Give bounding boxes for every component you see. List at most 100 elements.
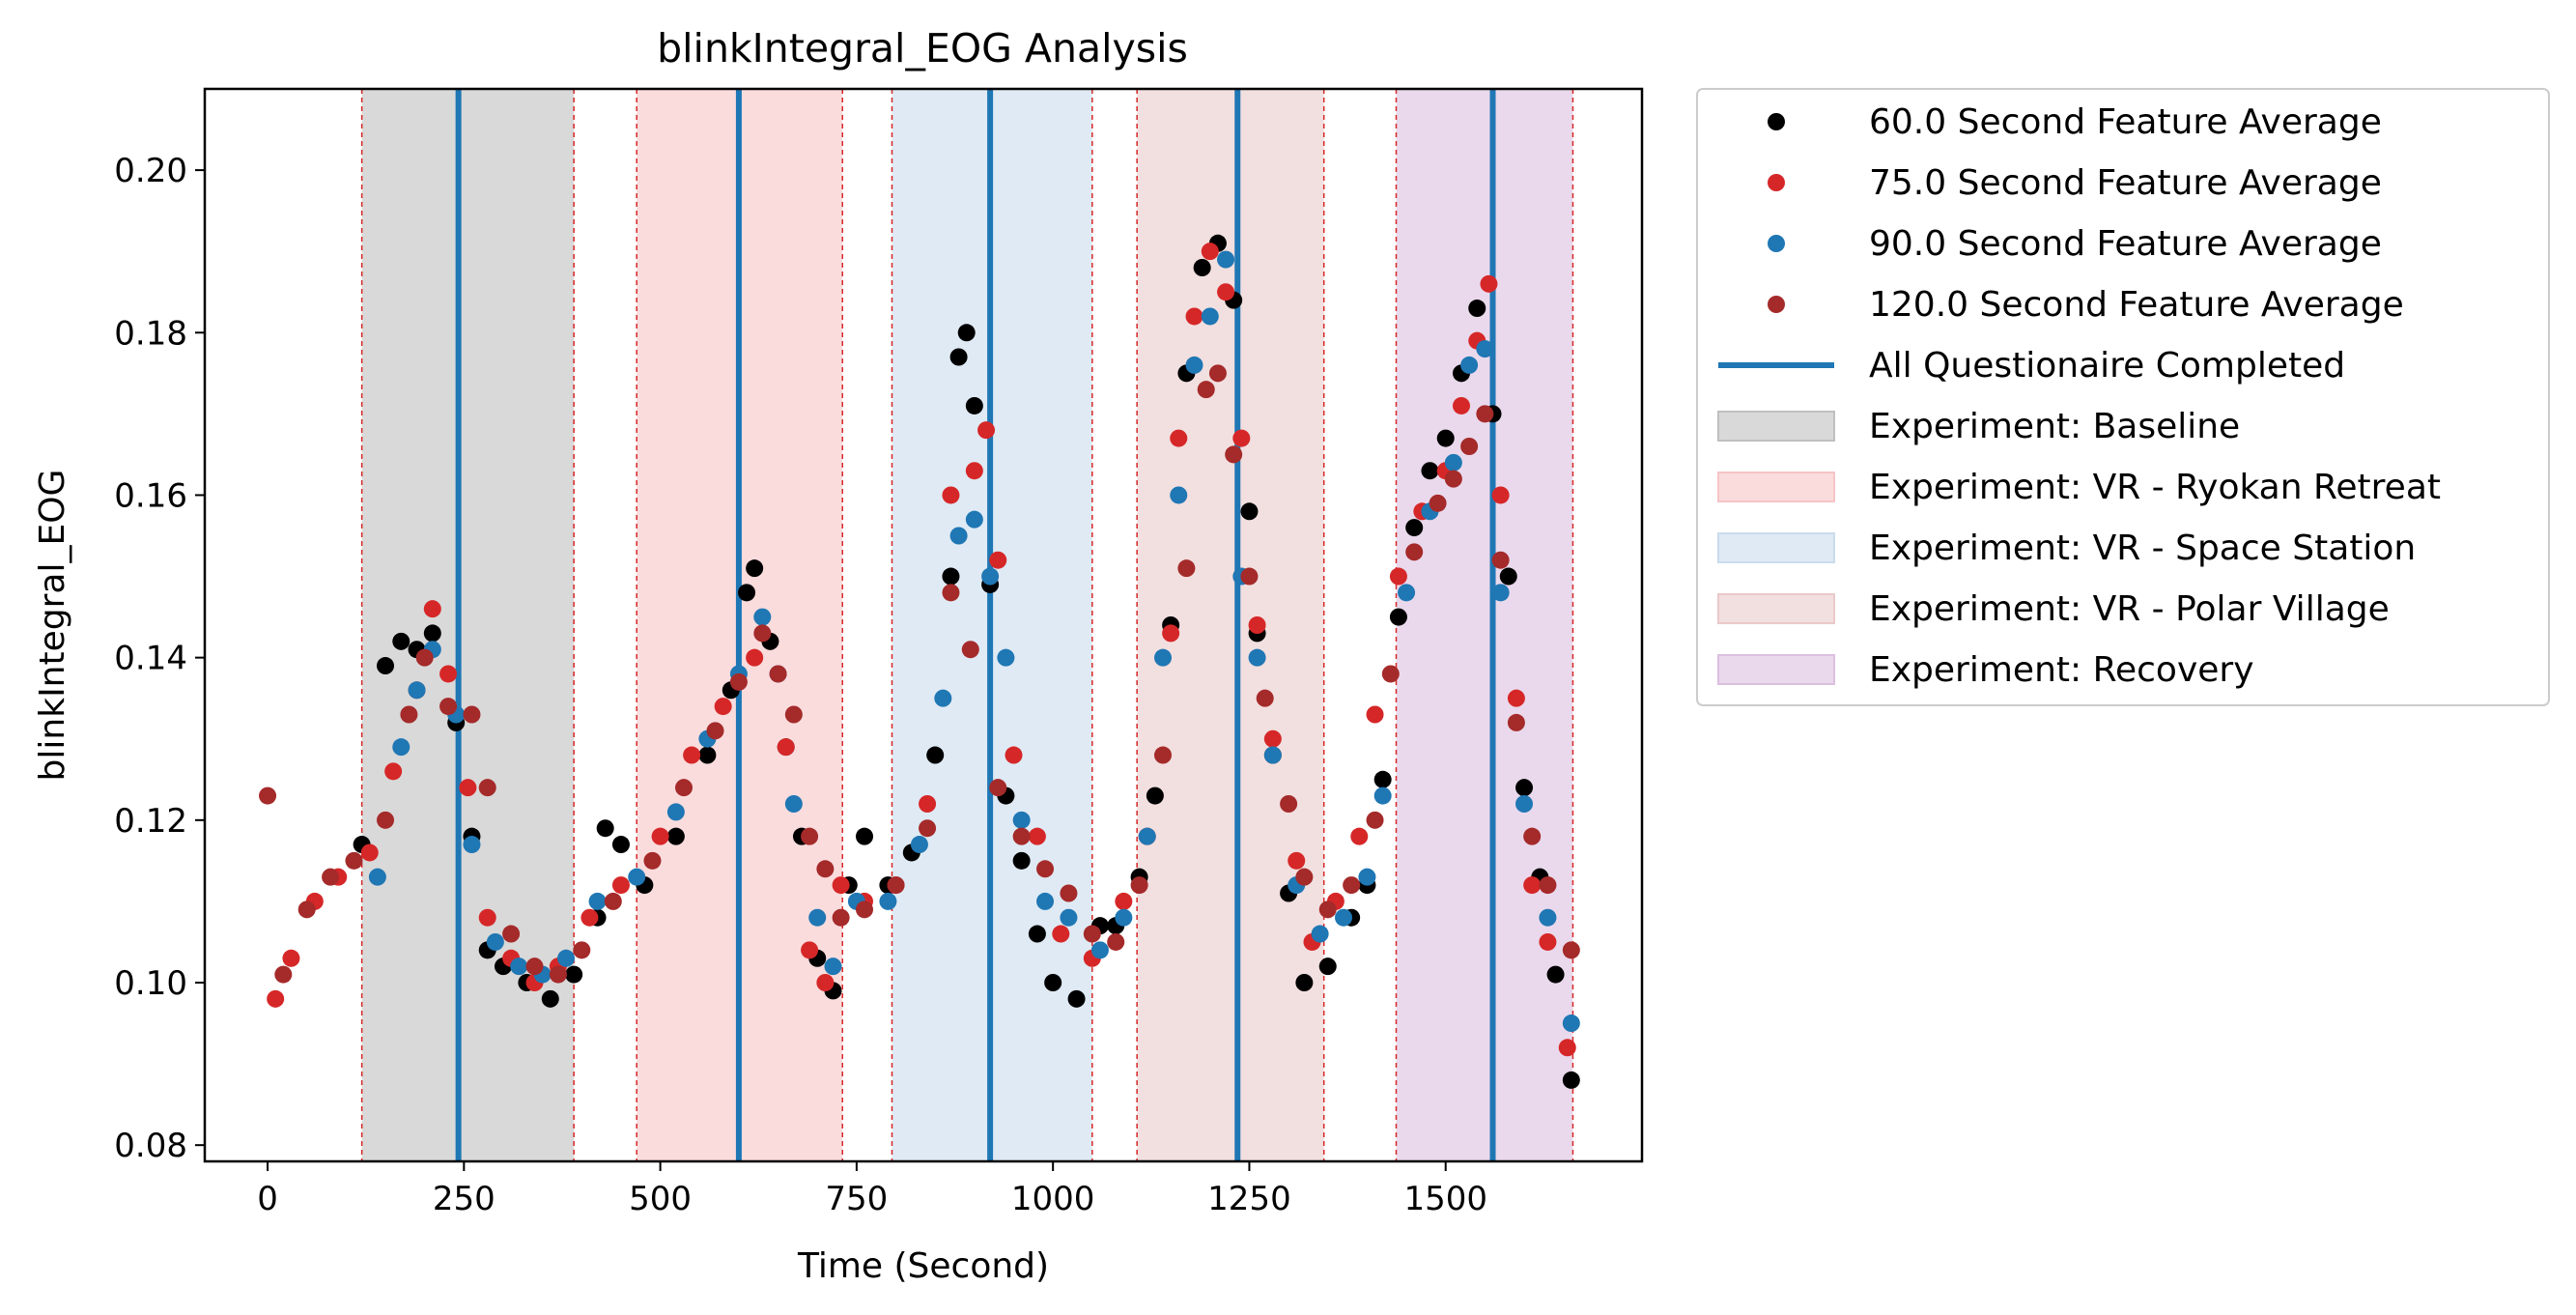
point-s3-4 <box>345 851 363 870</box>
point-s1-57 <box>1507 689 1525 707</box>
point-s1-29 <box>977 421 996 440</box>
point-s2-19 <box>824 958 842 976</box>
legend-swatch-1 <box>1717 472 1835 502</box>
point-s1-38 <box>1170 429 1188 447</box>
questionnaire-line-layer <box>455 89 1496 1161</box>
point-s3-13 <box>549 965 567 984</box>
point-s1-21 <box>801 941 819 959</box>
y-tick-label-3: 0.14 <box>114 640 187 678</box>
point-s3-2 <box>297 900 316 919</box>
point-s2-5 <box>463 836 481 854</box>
point-s1-39 <box>1185 307 1203 326</box>
point-s1-26 <box>919 795 937 813</box>
point-s0-30 <box>926 746 945 764</box>
point-s2-32 <box>1115 908 1133 927</box>
point-s2-7 <box>510 958 528 976</box>
point-s1-42 <box>1232 429 1251 447</box>
point-s2-46 <box>1373 786 1392 805</box>
point-s2-26 <box>981 567 1000 586</box>
point-s2-25 <box>965 510 983 529</box>
point-s2-0 <box>368 868 386 886</box>
point-s2-15 <box>753 608 772 626</box>
point-s0-34 <box>965 396 983 415</box>
point-s3-44 <box>1256 689 1274 707</box>
point-s3-52 <box>1429 494 1447 512</box>
point-s2-41 <box>1263 746 1282 764</box>
point-s1-59 <box>1539 932 1557 951</box>
point-s1-50 <box>1389 567 1407 586</box>
point-s3-35 <box>1083 925 1101 943</box>
point-s3-19 <box>729 672 748 691</box>
point-s0-69 <box>1546 965 1565 984</box>
point-s0-13 <box>596 819 614 838</box>
legend-region-label-2: Experiment: VR - Space Station <box>1869 529 2416 568</box>
point-s2-35 <box>1170 486 1188 504</box>
y-tick-label-2: 0.12 <box>114 802 187 841</box>
point-s3-16 <box>643 851 662 870</box>
legend-swatch-0 <box>1717 411 1835 442</box>
point-s0-20 <box>746 559 764 578</box>
point-s2-33 <box>1138 827 1156 845</box>
point-s0-17 <box>698 746 717 764</box>
point-s2-40 <box>1248 648 1266 667</box>
point-s1-33 <box>1052 925 1070 943</box>
legend-label-1: 75.0 Second Feature Average <box>1869 163 2382 203</box>
point-s0-44 <box>1146 786 1164 805</box>
y-tick-label-1: 0.10 <box>114 964 187 1003</box>
point-s2-23 <box>934 689 952 707</box>
x-tick-label-6: 1500 <box>1403 1180 1487 1218</box>
x-tick-label-3: 750 <box>825 1180 888 1218</box>
point-s1-18 <box>714 698 732 716</box>
y-tick-label-0: 0.08 <box>114 1127 187 1165</box>
point-s0-64 <box>1468 300 1486 318</box>
point-s2-36 <box>1185 356 1203 374</box>
point-s3-57 <box>1507 713 1525 731</box>
point-s2-17 <box>784 795 803 813</box>
point-s0-67 <box>1515 779 1534 797</box>
point-s3-0 <box>259 786 277 805</box>
legend-label-2: 90.0 Second Feature Average <box>1869 224 2382 264</box>
point-s2-9 <box>557 949 576 967</box>
legend-region-label-1: Experiment: VR - Ryokan Retreat <box>1869 468 2441 507</box>
point-s3-1 <box>274 965 293 984</box>
point-s0-31 <box>942 567 960 586</box>
point-s1-16 <box>651 827 669 845</box>
point-s2-1 <box>392 738 410 757</box>
point-s2-21 <box>879 892 897 910</box>
legend-label-0: 60.0 Second Feature Average <box>1869 102 2382 142</box>
chart-title: blinkIntegral_EOG Analysis <box>657 25 1188 71</box>
y-tick-label-5: 0.18 <box>114 314 187 353</box>
point-s3-58 <box>1523 827 1542 845</box>
point-s3-14 <box>573 941 591 959</box>
point-s2-45 <box>1358 868 1376 886</box>
point-s1-31 <box>1005 746 1023 764</box>
point-s0-11 <box>565 965 583 984</box>
y-axis-label: blinkIntegral_EOG <box>33 470 72 782</box>
point-s2-37 <box>1201 307 1219 326</box>
point-s3-20 <box>753 624 772 643</box>
legend-marker-0 <box>1768 113 1785 130</box>
point-s3-21 <box>769 665 787 683</box>
point-s2-12 <box>666 803 685 821</box>
point-s0-47 <box>1193 259 1211 276</box>
point-s1-17 <box>683 746 701 764</box>
point-s3-15 <box>604 892 622 910</box>
point-s1-43 <box>1248 616 1266 634</box>
legend: 60.0 Second Feature Average 75.0 Second F… <box>1696 88 2550 706</box>
data-points-layer <box>259 234 1580 1089</box>
point-s3-22 <box>784 705 803 724</box>
point-s3-54 <box>1460 438 1479 455</box>
point-s3-41 <box>1208 364 1227 383</box>
point-s0-66 <box>1499 567 1517 586</box>
point-s2-47 <box>1398 584 1416 602</box>
x-tick-label-0: 0 <box>257 1180 278 1218</box>
y-axis: 0.08 0.10 0.12 0.14 0.16 0.18 0.20 <box>114 152 205 1165</box>
point-s0-40 <box>1067 989 1086 1008</box>
point-s2-52 <box>1491 584 1510 602</box>
point-s3-23 <box>801 827 819 845</box>
point-s3-59 <box>1539 876 1557 895</box>
legend-region-label-0: Experiment: Baseline <box>1869 407 2240 446</box>
legend-marker-2 <box>1768 235 1785 252</box>
point-s3-53 <box>1444 470 1462 488</box>
